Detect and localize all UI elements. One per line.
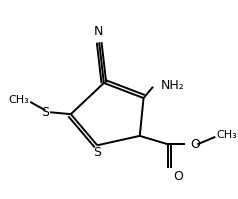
Text: O: O (190, 138, 200, 151)
Text: CH₃: CH₃ (9, 95, 29, 105)
Text: NH₂: NH₂ (161, 79, 184, 92)
Text: S: S (93, 146, 101, 159)
Text: CH₃: CH₃ (216, 130, 237, 140)
Text: N: N (94, 25, 103, 38)
Text: S: S (41, 106, 49, 119)
Text: O: O (173, 170, 183, 183)
